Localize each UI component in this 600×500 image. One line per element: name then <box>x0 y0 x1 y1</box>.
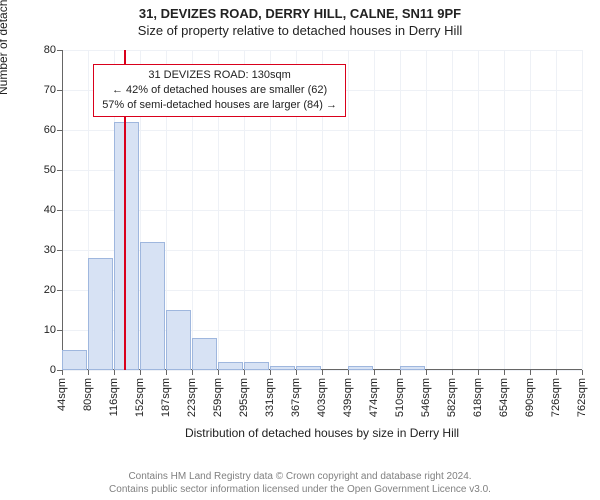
grid-line-v <box>452 50 453 370</box>
y-tick-label: 30 <box>44 244 62 256</box>
histogram-bar <box>296 366 321 370</box>
grid-line-v <box>374 50 375 370</box>
y-tick-label: 0 <box>50 364 62 376</box>
histogram-bar <box>114 122 139 370</box>
x-tick-label: 618sqm <box>472 378 484 417</box>
x-tick <box>504 370 505 375</box>
histogram-bar <box>348 366 373 370</box>
x-tick <box>192 370 193 375</box>
x-tick <box>374 370 375 375</box>
annotation-line: ← 42% of detached houses are smaller (62… <box>102 83 337 98</box>
x-tick <box>166 370 167 375</box>
histogram-bar <box>192 338 217 370</box>
annotation-line: 57% of semi-detached houses are larger (… <box>102 98 337 113</box>
page-subtitle: Size of property relative to detached ho… <box>0 23 600 40</box>
y-tick-label: 40 <box>44 204 62 216</box>
x-axis-title: Distribution of detached houses by size … <box>62 426 582 440</box>
footer: Contains HM Land Registry data © Crown c… <box>0 471 600 496</box>
grid-line-v <box>426 50 427 370</box>
x-tick-label: 80sqm <box>82 378 94 411</box>
y-tick-label: 50 <box>44 164 62 176</box>
grid-line-v <box>400 50 401 370</box>
page-title: 31, DEVIZES ROAD, DERRY HILL, CALNE, SN1… <box>0 6 600 23</box>
x-tick <box>322 370 323 375</box>
histogram-bar <box>62 350 87 370</box>
footer-line-2: Contains public sector information licen… <box>0 484 600 497</box>
footer-line-1: Contains HM Land Registry data © Crown c… <box>0 471 600 484</box>
x-tick <box>530 370 531 375</box>
x-tick <box>218 370 219 375</box>
x-tick <box>348 370 349 375</box>
y-tick-label: 20 <box>44 284 62 296</box>
grid-line-v <box>582 50 583 370</box>
x-tick-label: 295sqm <box>238 378 250 417</box>
x-tick-label: 690sqm <box>524 378 536 417</box>
grid-line-v <box>504 50 505 370</box>
plot-area: 0102030405060708044sqm80sqm116sqm152sqm1… <box>62 50 582 370</box>
x-tick <box>244 370 245 375</box>
x-tick-label: 116sqm <box>108 378 120 416</box>
y-tick-label: 10 <box>44 324 62 336</box>
grid-line-v <box>530 50 531 370</box>
x-tick-label: 762sqm <box>576 378 588 417</box>
histogram-bar <box>244 362 269 370</box>
histogram-bar <box>166 310 191 370</box>
x-tick-label: 223sqm <box>186 378 198 417</box>
x-tick-label: 510sqm <box>394 378 406 417</box>
x-tick-label: 654sqm <box>498 378 510 417</box>
x-tick <box>556 370 557 375</box>
histogram-bar <box>218 362 243 370</box>
y-tick-label: 60 <box>44 124 62 136</box>
y-tick-label: 70 <box>44 84 62 96</box>
x-tick-label: 367sqm <box>290 378 302 417</box>
x-tick-label: 546sqm <box>420 378 432 417</box>
x-tick <box>62 370 63 375</box>
y-tick-label: 80 <box>44 44 62 56</box>
x-tick <box>426 370 427 375</box>
x-tick-label: 726sqm <box>550 378 562 417</box>
histogram-bar <box>270 366 295 370</box>
x-tick-label: 187sqm <box>160 378 172 417</box>
x-tick <box>296 370 297 375</box>
grid-line-v <box>556 50 557 370</box>
grid-line-v <box>348 50 349 370</box>
grid-line-v <box>478 50 479 370</box>
chart-container: Number of detached properties 0102030405… <box>0 42 600 452</box>
x-tick-label: 259sqm <box>212 378 224 417</box>
histogram-bar <box>140 242 165 370</box>
x-tick-label: 44sqm <box>56 378 68 411</box>
histogram-bar <box>400 366 425 370</box>
x-tick-label: 474sqm <box>368 378 380 417</box>
annotation-box: 31 DEVIZES ROAD: 130sqm← 42% of detached… <box>93 64 346 117</box>
x-tick <box>400 370 401 375</box>
y-axis-title: Number of detached properties <box>0 0 10 95</box>
y-axis <box>62 50 63 370</box>
x-tick <box>452 370 453 375</box>
x-tick <box>114 370 115 375</box>
x-tick-label: 152sqm <box>134 378 146 417</box>
x-tick-label: 439sqm <box>342 378 354 417</box>
x-tick <box>140 370 141 375</box>
x-tick <box>88 370 89 375</box>
histogram-bar <box>88 258 113 370</box>
x-tick-label: 403sqm <box>316 378 328 417</box>
annotation-line: 31 DEVIZES ROAD: 130sqm <box>102 68 337 83</box>
x-tick <box>478 370 479 375</box>
x-tick <box>270 370 271 375</box>
x-tick-label: 582sqm <box>446 378 458 417</box>
x-tick-label: 331sqm <box>264 378 276 417</box>
x-tick <box>582 370 583 375</box>
